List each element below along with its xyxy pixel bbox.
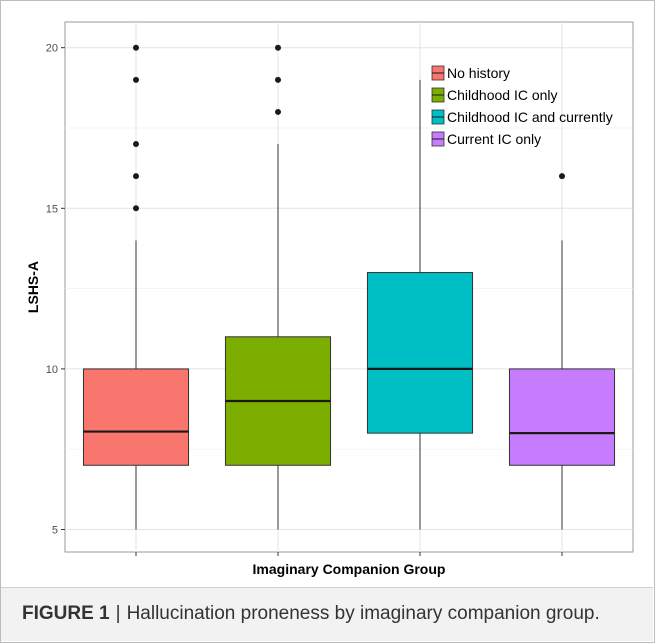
box-group	[508, 173, 616, 530]
y-axis-label: LSHS-A	[25, 261, 41, 313]
caption-divider: |	[115, 603, 121, 624]
box	[82, 368, 190, 466]
outlier-point	[133, 76, 139, 83]
x-axis-label: Imaginary Companion Group	[253, 561, 446, 577]
legend-item: Childhood IC only	[431, 87, 558, 103]
caption-strip	[1, 588, 653, 641]
outlier-point	[133, 44, 139, 51]
caption-label: FIGURE 1	[22, 603, 110, 624]
legend-item: No history	[431, 65, 510, 81]
box-group	[82, 44, 190, 530]
box	[508, 368, 616, 466]
legend-label: Current IC only	[447, 131, 541, 147]
box-series	[82, 44, 616, 530]
y-tick-label: 10	[46, 364, 58, 376]
legend-label: Childhood IC only	[447, 87, 558, 103]
y-tick-label: 15	[46, 203, 58, 215]
box-group	[224, 44, 332, 530]
outlier-point	[275, 76, 281, 83]
x-axis	[135, 552, 563, 556]
legend-item: Childhood IC and currently	[431, 109, 613, 125]
figure-caption: FIGURE 1 | Hallucination proneness by imag…	[22, 603, 600, 625]
y-axis: 5 10 15 20	[46, 43, 65, 537]
y-tick-label: 20	[46, 43, 58, 55]
caption-separator	[1, 587, 653, 588]
outlier-point	[133, 205, 139, 212]
legend-label: Childhood IC and currently	[447, 109, 613, 125]
legend: No history Childhood IC only Childhood IC …	[431, 65, 613, 147]
outlier-point	[275, 108, 281, 115]
outlier-point	[559, 173, 565, 180]
outlier-point	[133, 173, 139, 180]
caption-text: Hallucination proneness by imaginary com…	[126, 603, 600, 624]
legend-item: Current IC only	[431, 131, 541, 147]
outlier-point	[133, 141, 139, 148]
y-tick-label: 5	[52, 525, 58, 537]
legend-label: No history	[447, 65, 510, 81]
box	[366, 272, 474, 434]
box-group	[366, 79, 474, 530]
outlier-point	[275, 44, 281, 51]
box-plot-chart: 5 10 15 20 LSHS-A Imaginary Companion Group…	[25, 21, 634, 577]
